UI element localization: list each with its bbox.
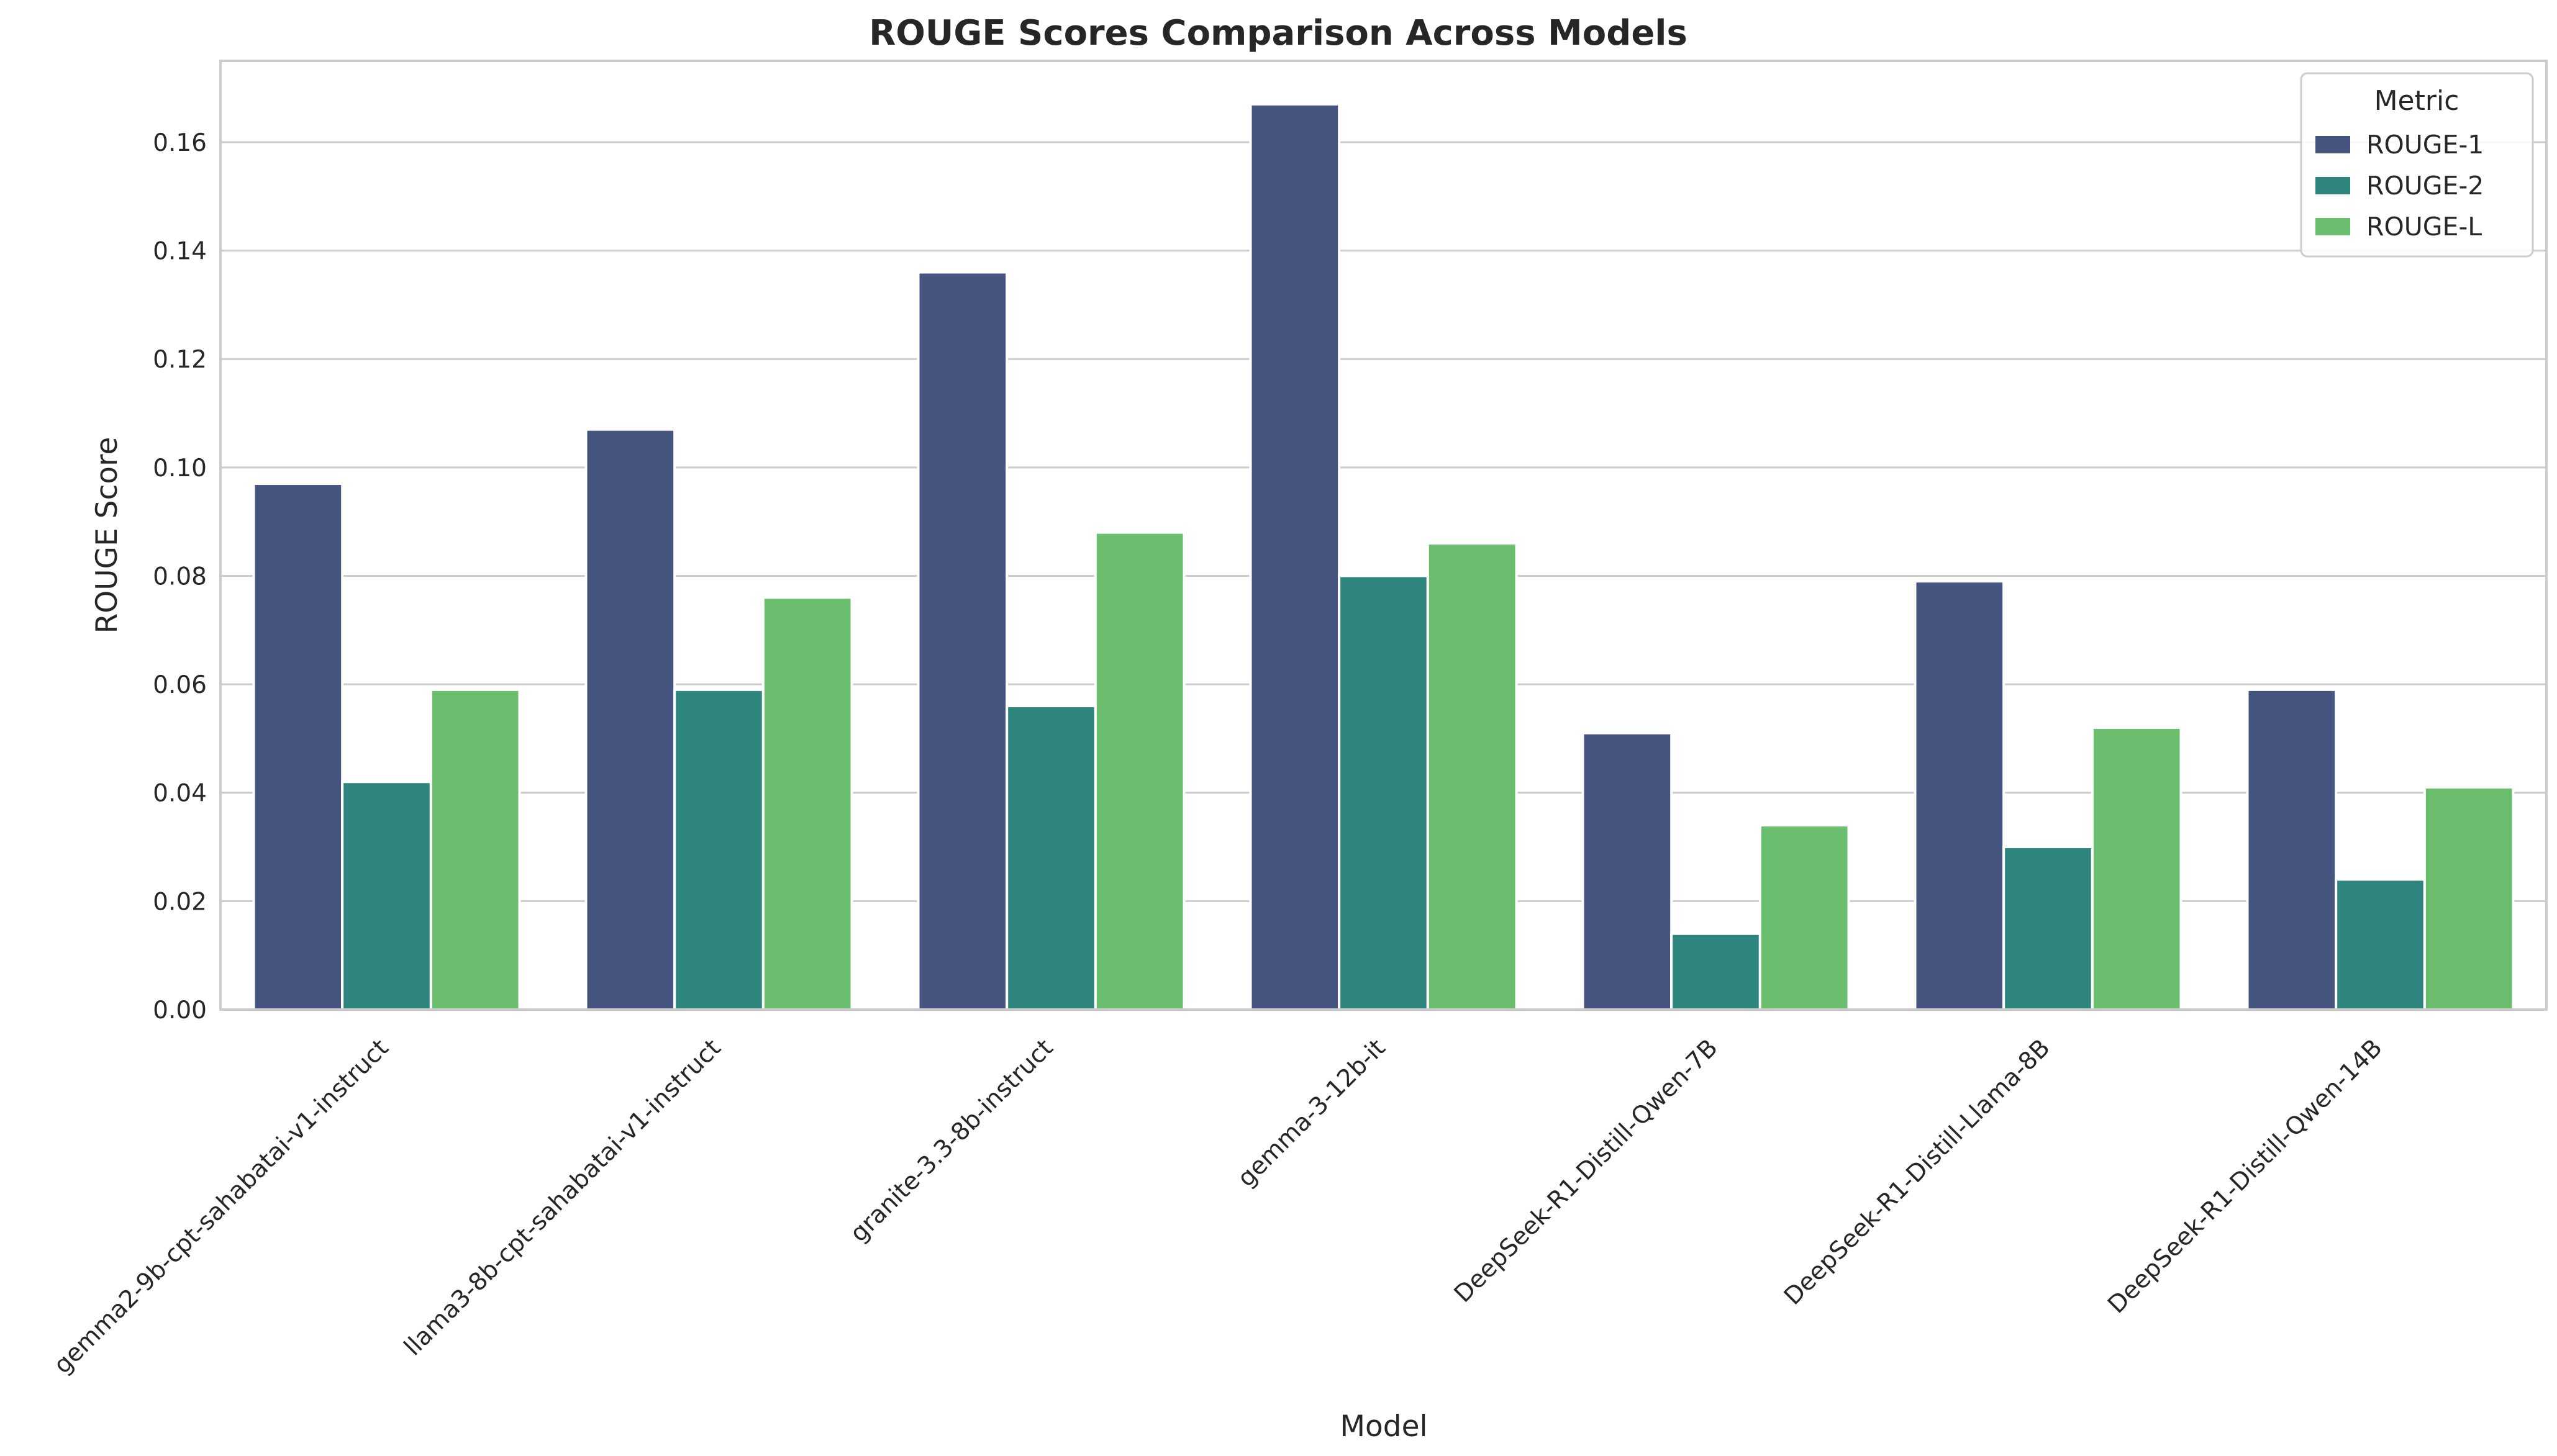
x-tick-label: DeepSeek-R1-Distill-Qwen-7B	[1449, 1034, 1724, 1308]
bar-rouge-l-4	[1758, 824, 1850, 1011]
chart-title: ROUGE Scores Comparison Across Models	[869, 13, 1687, 53]
bar-rouge-1-4	[1581, 731, 1673, 1011]
bar-rouge-1-3	[1249, 102, 1341, 1011]
y-tick-label: 0.10	[153, 454, 207, 482]
legend-label-rouge-1: ROUGE-1	[2366, 130, 2484, 160]
y-tick-labels: 0.00 0.02 0.04 0.06 0.08 0.10 0.12 0.14 0.16	[153, 129, 207, 1024]
x-axis-label: Model	[1340, 1409, 1427, 1444]
legend-items: ROUGE-1 ROUGE-2 ROUGE-L	[2315, 130, 2484, 242]
y-tick-label: 0.12	[153, 346, 207, 374]
x-tick-label: llama3-8b-cpt-sahabatai-v1-instruct	[399, 1034, 726, 1361]
x-tick-label: DeepSeek-R1-Distill-Qwen-14B	[2102, 1034, 2387, 1319]
legend-swatch-rouge-l	[2315, 218, 2350, 235]
bar-rouge-2-6	[2335, 878, 2426, 1011]
bar-rouge-l-5	[2091, 726, 2182, 1011]
legend-swatch-rouge-1	[2315, 136, 2350, 153]
bars	[252, 102, 2515, 1011]
x-tick-label: gemma-3-12b-it	[1232, 1034, 1391, 1192]
bar-rouge-l-0	[429, 688, 521, 1011]
legend-swatch-rouge-2	[2315, 177, 2350, 194]
y-tick-label: 0.14	[153, 238, 207, 266]
bar-rouge-2-3	[1338, 574, 1429, 1011]
y-tick-label: 0.00	[153, 997, 207, 1024]
y-tick-label: 0.16	[153, 129, 207, 157]
bar-rouge-l-6	[2423, 786, 2515, 1011]
x-tick-label: DeepSeek-R1-Distill-Llama-8B	[1779, 1034, 2056, 1311]
legend: Metric ROUGE-1 ROUGE-2 ROUGE-L	[2300, 72, 2534, 258]
legend-label-rouge-2: ROUGE-2	[2366, 171, 2484, 201]
bar-rouge-1-0	[252, 482, 344, 1011]
y-tick-label: 0.08	[153, 563, 207, 590]
legend-label-rouge-l: ROUGE-L	[2366, 212, 2482, 242]
bar-rouge-2-5	[2002, 846, 2094, 1011]
bar-rouge-1-1	[584, 428, 676, 1011]
bar-rouge-1-5	[1914, 580, 2005, 1011]
bar-rouge-l-3	[1426, 542, 1518, 1011]
bar-rouge-1-2	[917, 271, 1009, 1011]
bar-rouge-1-6	[2246, 688, 2338, 1011]
x-tick-label: gemma2-9b-cpt-sahabatai-v1-instruct	[48, 1034, 394, 1379]
y-tick-label: 0.06	[153, 671, 207, 699]
bar-rouge-2-0	[341, 780, 432, 1011]
bar-rouge-2-1	[673, 688, 765, 1011]
bar-rouge-2-2	[1006, 705, 1097, 1011]
y-tick-label: 0.02	[153, 888, 207, 916]
bar-rouge-l-2	[1094, 531, 1186, 1011]
bar-rouge-2-4	[1670, 932, 1761, 1011]
x-tick-label: granite-3.3-8b-instruct	[845, 1034, 1058, 1247]
y-axis-label: ROUGE Score	[90, 437, 124, 634]
legend-title: Metric	[2374, 85, 2459, 117]
legend-box	[2300, 72, 2534, 258]
y-tick-label: 0.04	[153, 780, 207, 808]
bar-rouge-l-1	[761, 596, 853, 1011]
x-tick-labels: gemma2-9b-cpt-sahabatai-v1-instruct llama…	[48, 1034, 2387, 1379]
plot-frame	[219, 60, 2548, 1011]
